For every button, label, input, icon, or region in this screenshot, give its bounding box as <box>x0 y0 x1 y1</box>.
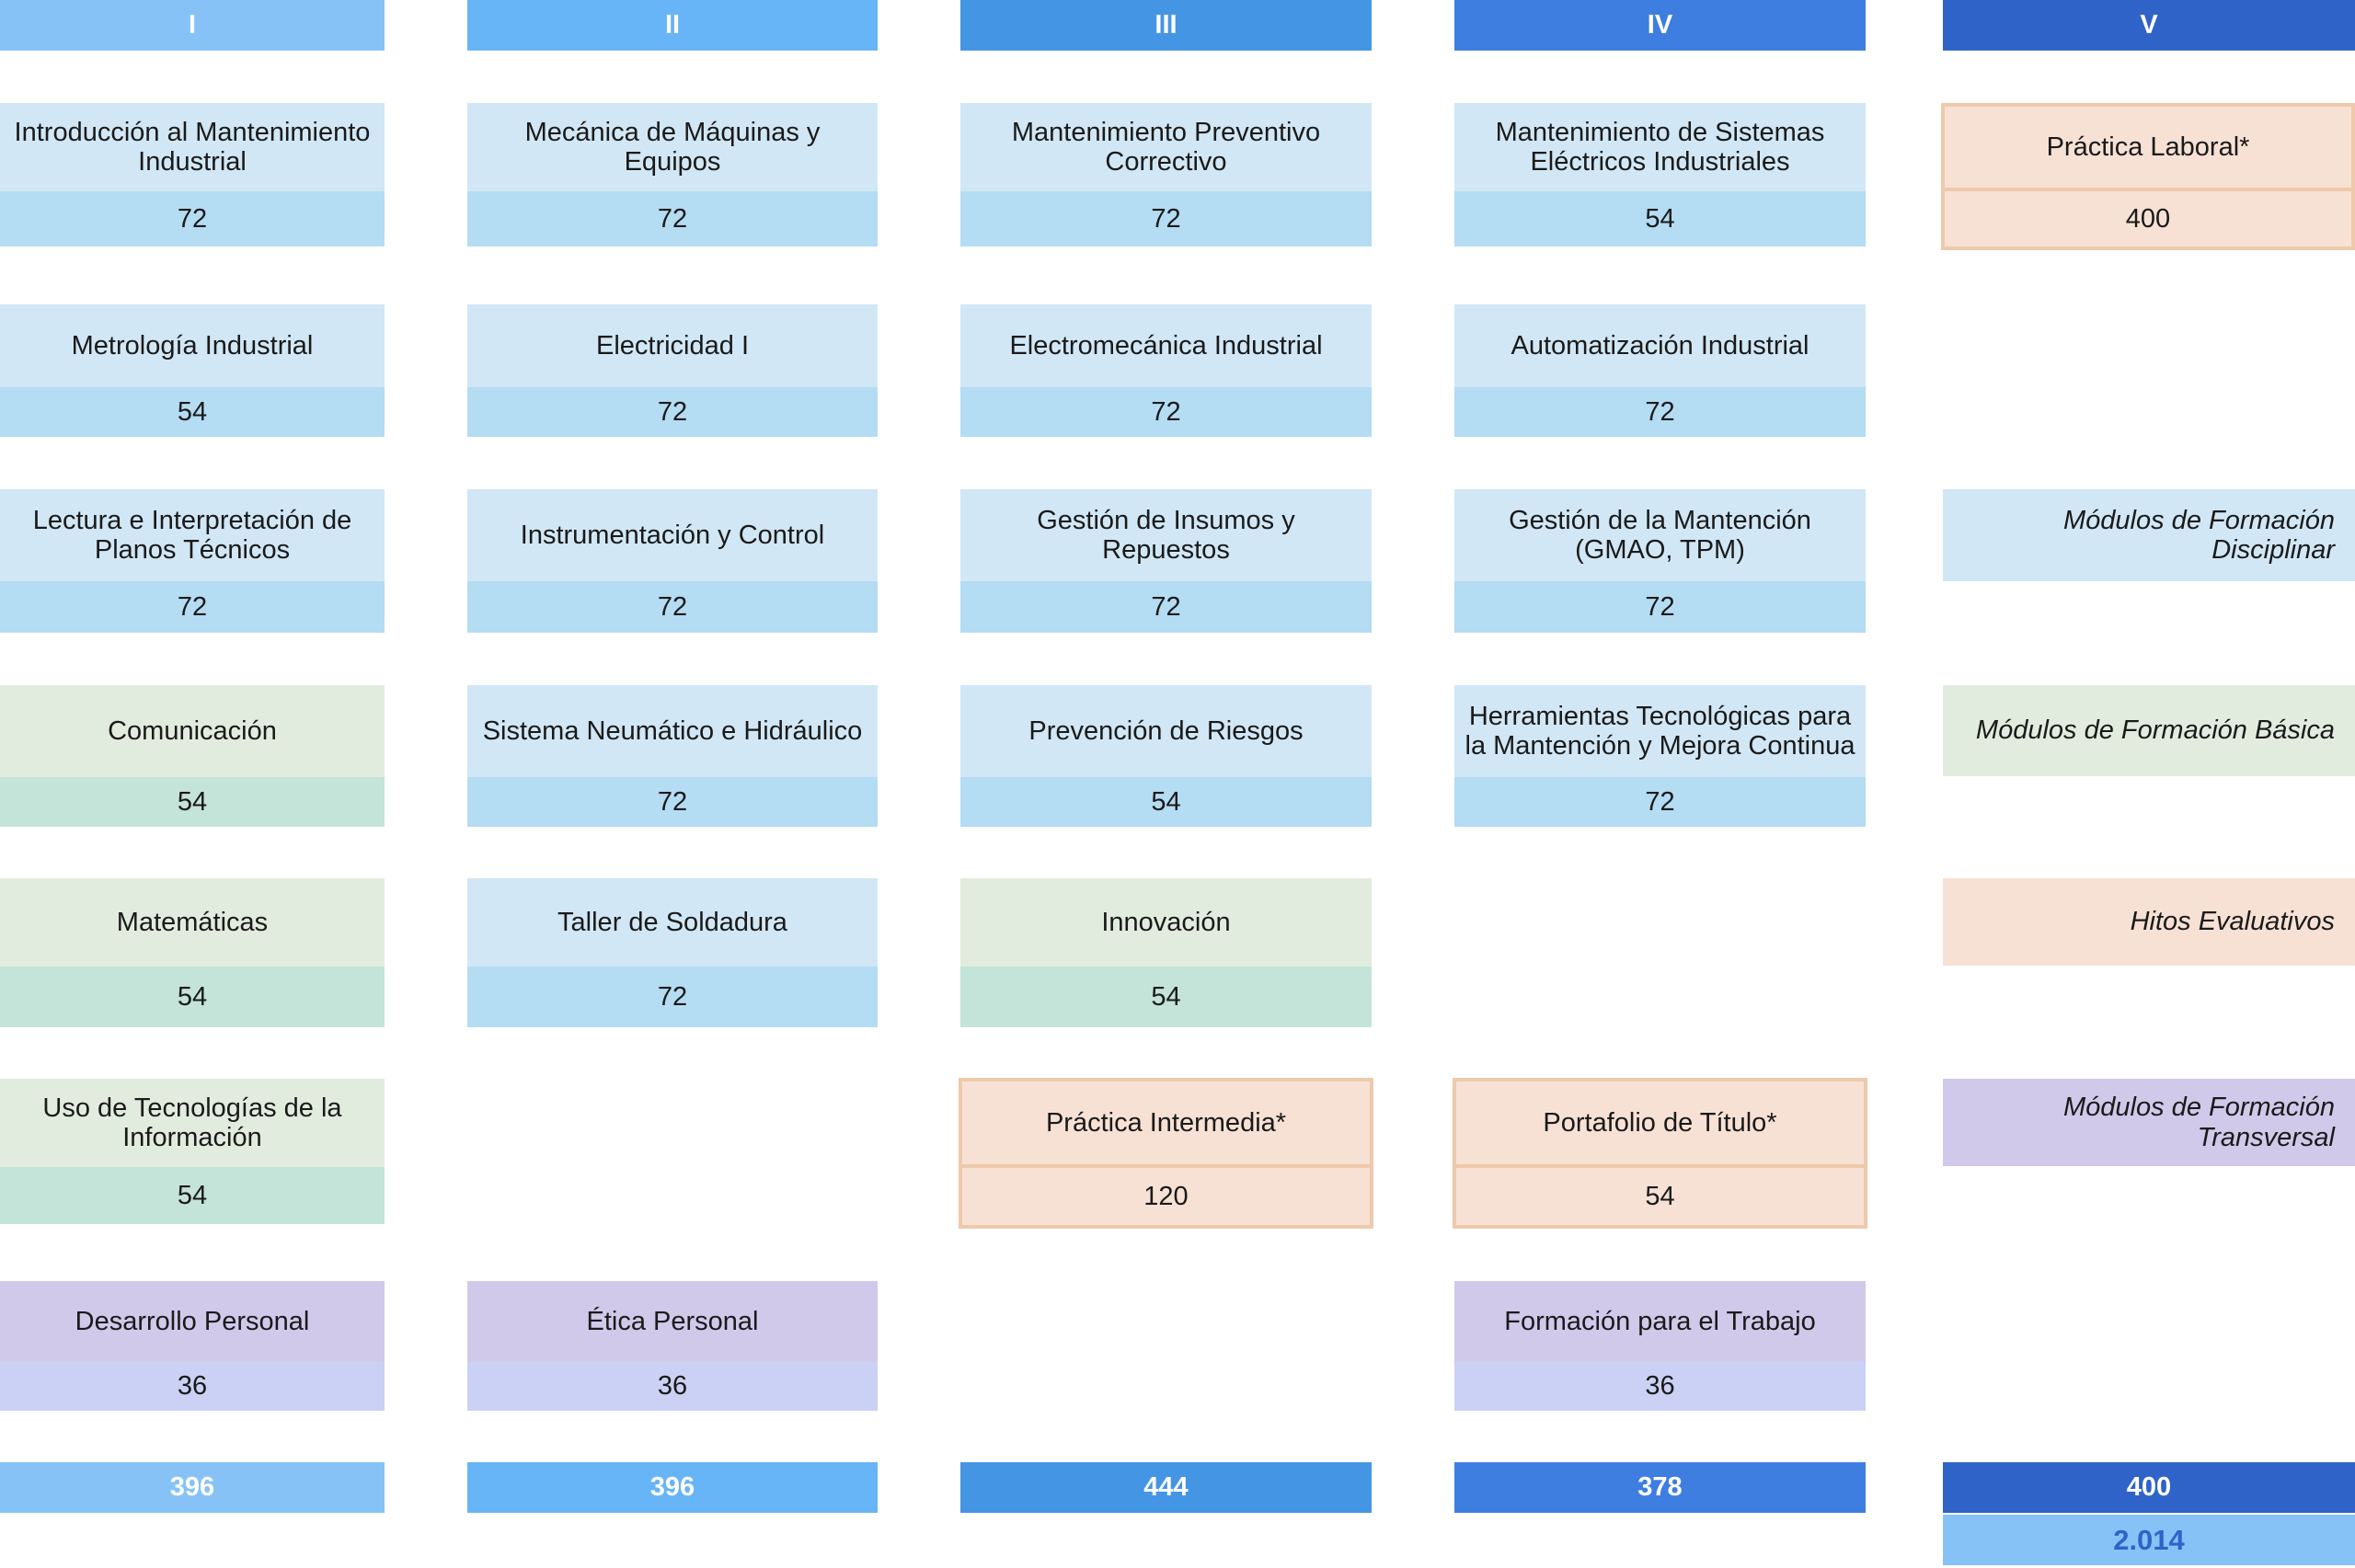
module-card: Sistema Neumático e Hidráulico 72 <box>467 685 878 827</box>
module-name: Automatización Industrial <box>1454 304 1866 387</box>
module-name: Mantenimiento Preventivo Correctivo <box>960 103 1372 191</box>
module-hours: 72 <box>1454 777 1866 827</box>
module-name: Mantenimiento de Sistemas Eléctricos Ind… <box>1454 103 1866 191</box>
module-hours: 36 <box>1454 1362 1866 1411</box>
semester-header-3: III <box>960 0 1372 51</box>
semester-total-4: 378 <box>1454 1462 1866 1513</box>
legend-basica: Módulos de Formación Básica <box>1943 685 2355 776</box>
module-name: Sistema Neumático e Hidráulico <box>467 685 878 777</box>
milestone-card: Portafolio de Título* 54 <box>1453 1078 1867 1229</box>
semester-total-2: 396 <box>467 1462 878 1513</box>
module-card: Electricidad I 72 <box>467 304 878 437</box>
module-name: Gestión de la Mantención (GMAO, TPM) <box>1454 489 1866 581</box>
module-name: Taller de Soldadura <box>467 878 878 967</box>
module-hours: 54 <box>0 967 385 1027</box>
module-hours: 400 <box>1945 191 2351 246</box>
module-name: Desarrollo Personal <box>0 1281 385 1362</box>
module-name: Portafolio de Título* <box>1456 1082 1864 1168</box>
module-card: Instrumentación y Control 72 <box>467 489 878 633</box>
module-card: Uso de Tecnologías de la Información 54 <box>0 1079 385 1224</box>
module-name: Electricidad I <box>467 304 878 387</box>
module-hours: 54 <box>1456 1168 1864 1225</box>
module-name: Práctica Intermedia* <box>962 1082 1370 1168</box>
module-card: Introducción al Mantenimiento Industrial… <box>0 103 385 246</box>
semester-header-5: V <box>1943 0 2355 51</box>
module-hours: 54 <box>960 967 1372 1027</box>
module-name: Instrumentación y Control <box>467 489 878 581</box>
module-card: Matemáticas 54 <box>0 878 385 1027</box>
module-name: Mecánica de Máquinas y Equipos <box>467 103 878 191</box>
module-hours: 72 <box>0 581 385 633</box>
module-card: Herramientas Tecnológicas para la Manten… <box>1454 685 1866 827</box>
module-hours: 72 <box>1454 581 1866 633</box>
module-hours: 36 <box>0 1362 385 1411</box>
module-card: Gestión de la Mantención (GMAO, TPM) 72 <box>1454 489 1866 633</box>
module-hours: 72 <box>467 387 878 437</box>
module-card: Taller de Soldadura 72 <box>467 878 878 1027</box>
module-hours: 72 <box>467 967 878 1027</box>
semester-total-3: 444 <box>960 1462 1372 1513</box>
module-name: Metrología Industrial <box>0 304 385 387</box>
module-name: Formación para el Trabajo <box>1454 1281 1866 1362</box>
module-name: Innovación <box>960 878 1372 967</box>
module-hours: 72 <box>467 777 878 827</box>
module-hours: 54 <box>960 777 1372 827</box>
module-name: Herramientas Tecnológicas para la Manten… <box>1454 685 1866 777</box>
module-hours: 120 <box>962 1168 1370 1225</box>
module-card: Mantenimiento Preventivo Correctivo 72 <box>960 103 1372 246</box>
module-name: Matemáticas <box>0 878 385 967</box>
module-hours: 72 <box>960 191 1372 246</box>
legend-hitos: Hitos Evaluativos <box>1943 878 2355 966</box>
module-card: Automatización Industrial 72 <box>1454 304 1866 437</box>
module-hours: 72 <box>0 191 385 246</box>
milestone-card: Práctica Intermedia* 120 <box>959 1078 1373 1229</box>
module-name: Electromecánica Industrial <box>960 304 1372 387</box>
module-hours: 36 <box>467 1362 878 1411</box>
module-card: Innovación 54 <box>960 878 1372 1027</box>
semester-total-1: 396 <box>0 1462 385 1513</box>
semester-total-5: 400 <box>1943 1462 2355 1513</box>
module-hours: 72 <box>960 581 1372 633</box>
module-card: Comunicación 54 <box>0 685 385 827</box>
module-card: Metrología Industrial 54 <box>0 304 385 437</box>
semester-header-2: II <box>467 0 878 51</box>
module-hours: 54 <box>0 387 385 437</box>
grand-total: 2.014 <box>1943 1515 2355 1565</box>
module-card: Lectura e Interpretación de Planos Técni… <box>0 489 385 633</box>
module-hours: 54 <box>1454 191 1866 246</box>
module-card: Formación para el Trabajo 36 <box>1454 1281 1866 1411</box>
module-name: Prevención de Riesgos <box>960 685 1372 777</box>
module-card: Desarrollo Personal 36 <box>0 1281 385 1411</box>
module-hours: 72 <box>1454 387 1866 437</box>
module-name: Lectura e Interpretación de Planos Técni… <box>0 489 385 581</box>
legend-transversal: Módulos de Formación Transversal <box>1943 1079 2355 1166</box>
semester-header-1: I <box>0 0 385 51</box>
module-card: Mecánica de Máquinas y Equipos 72 <box>467 103 878 246</box>
module-hours: 72 <box>960 387 1372 437</box>
module-hours: 54 <box>0 1167 385 1224</box>
module-card: Gestión de Insumos y Repuestos 72 <box>960 489 1372 633</box>
module-name: Práctica Laboral* <box>1945 107 2351 191</box>
module-card: Electromecánica Industrial 72 <box>960 304 1372 437</box>
semester-header-4: IV <box>1454 0 1866 51</box>
module-card: Mantenimiento de Sistemas Eléctricos Ind… <box>1454 103 1866 246</box>
module-hours: 72 <box>467 581 878 633</box>
module-name: Gestión de Insumos y Repuestos <box>960 489 1372 581</box>
milestone-card: Práctica Laboral* 400 <box>1941 103 2355 250</box>
module-card: Ética Personal 36 <box>467 1281 878 1411</box>
module-name: Ética Personal <box>467 1281 878 1362</box>
module-name: Uso de Tecnologías de la Información <box>0 1079 385 1167</box>
legend-disciplinar: Módulos de Formación Disciplinar <box>1943 489 2355 581</box>
module-name: Introducción al Mantenimiento Industrial <box>0 103 385 191</box>
module-hours: 72 <box>467 191 878 246</box>
module-name: Comunicación <box>0 685 385 777</box>
module-hours: 54 <box>0 777 385 827</box>
module-card: Prevención de Riesgos 54 <box>960 685 1372 827</box>
